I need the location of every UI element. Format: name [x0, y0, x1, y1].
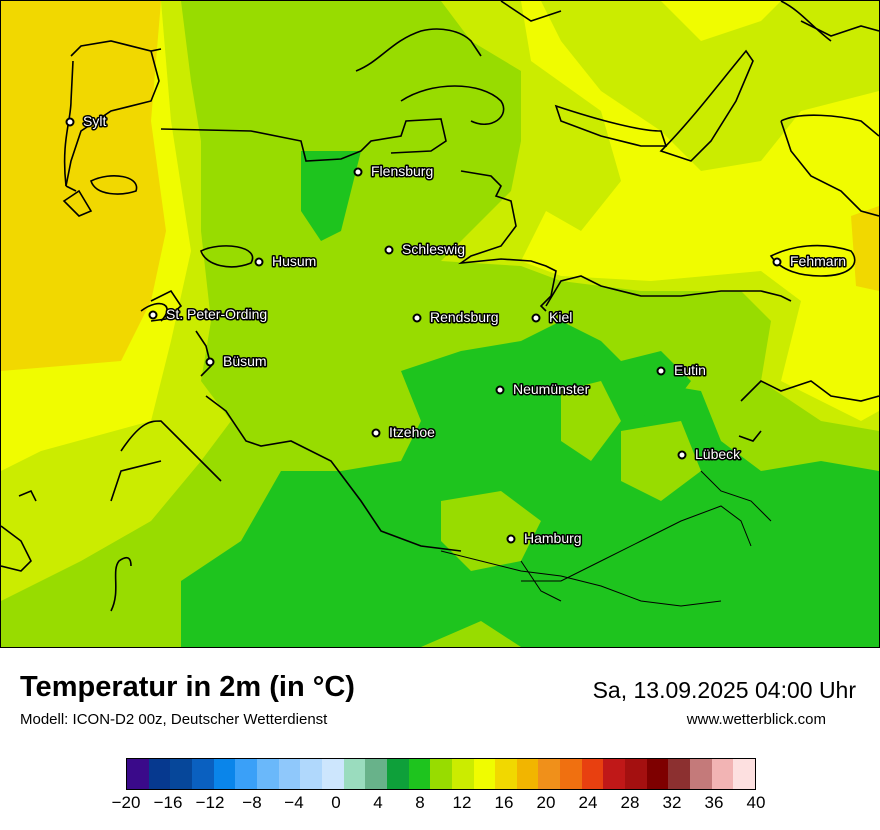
city-st-peter-ording[interactable]: St. Peter-Ording — [148, 305, 269, 324]
svg-text:Fehmarn: Fehmarn — [790, 253, 846, 269]
temperature-field-lime-baltic — [541, 1, 879, 171]
legend-swatch — [343, 759, 366, 789]
legend-swatch — [213, 759, 236, 789]
legend-swatch — [538, 759, 561, 789]
svg-text:Schleswig: Schleswig — [402, 241, 465, 257]
legend-tick-label: 8 — [415, 793, 425, 812]
legend-tick-label: 20 — [536, 793, 556, 812]
legend-swatch — [581, 759, 604, 789]
legend-swatch — [170, 759, 192, 789]
city-sylt[interactable]: Sylt — [65, 112, 108, 131]
legend-tick-label: −8 — [242, 793, 262, 812]
legend-swatch — [690, 759, 712, 789]
map-canvas: Sylt Flensburg Schleswig Husum Fehmarn S… — [1, 1, 879, 647]
legend-tick-label: 4 — [373, 793, 383, 812]
svg-text:Flensburg: Flensburg — [371, 163, 433, 179]
legend-swatch — [733, 759, 756, 789]
temperature-field-patch-1 — [561, 381, 621, 461]
legend-tick-label: −12 — [195, 793, 225, 812]
legend-swatch — [646, 759, 669, 789]
svg-text:Büsum: Büsum — [223, 353, 267, 369]
city-itzehoe[interactable]: Itzehoe — [371, 423, 437, 442]
svg-text:Neumünster: Neumünster — [513, 381, 590, 397]
legend-swatch — [668, 759, 691, 789]
map-title: Temperatur in 2m (in °C) — [20, 671, 355, 703]
city-neumuenster[interactable]: Neumünster — [495, 380, 591, 399]
legend-swatch — [127, 759, 149, 789]
legend-swatch — [278, 759, 301, 789]
borders — [440, 470, 772, 607]
city-eutin[interactable]: Eutin — [656, 361, 707, 380]
temperature-field-patch-3 — [621, 421, 701, 501]
legend-tick-label: 40 — [746, 793, 766, 812]
legend-tick-label: 0 — [331, 793, 341, 812]
city-schleswig[interactable]: Schleswig — [384, 240, 467, 259]
city-buesum[interactable]: Büsum — [205, 352, 268, 371]
svg-text:Kiel: Kiel — [549, 309, 572, 325]
legend-swatch — [191, 759, 214, 789]
legend-swatch — [560, 759, 582, 789]
city-rendsburg[interactable]: Rendsburg — [412, 308, 500, 327]
legend-tick-label: 24 — [578, 793, 598, 812]
forecast-datetime: Sa, 13.09.2025 04:00 Uhr — [592, 677, 856, 703]
svg-text:Husum: Husum — [272, 253, 316, 269]
city-flensburg[interactable]: Flensburg — [353, 162, 435, 181]
legend-swatch — [473, 759, 496, 789]
temperature-map[interactable]: Sylt Flensburg Schleswig Husum Fehmarn S… — [0, 0, 880, 648]
city-markers: Sylt Flensburg Schleswig Husum Fehmarn S… — [65, 112, 848, 548]
svg-text:Itzehoe: Itzehoe — [389, 424, 435, 440]
legend-tick-label: −16 — [153, 793, 183, 812]
temperature-field-patch-2 — [441, 491, 541, 571]
svg-text:Eutin: Eutin — [674, 362, 706, 378]
legend-swatch — [300, 759, 322, 789]
legend-swatch — [430, 759, 452, 789]
legend-swatch — [451, 759, 474, 789]
legend-swatch — [321, 759, 344, 789]
legend-swatch — [365, 759, 387, 789]
legend-swatch — [603, 759, 626, 789]
city-fehmarn[interactable]: Fehmarn — [772, 252, 848, 271]
legend-swatch — [625, 759, 647, 789]
temperature-field-warm-west — [1, 1, 166, 371]
legend-tick-label: 36 — [704, 793, 724, 812]
legend-tick-label: −4 — [284, 793, 304, 812]
legend-swatch — [495, 759, 517, 789]
svg-text:Lübeck: Lübeck — [695, 446, 741, 462]
city-hamburg[interactable]: Hamburg — [506, 529, 583, 548]
model-source: Modell: ICON-D2 00z, Deutscher Wetterdie… — [20, 711, 328, 728]
legend-swatch — [711, 759, 734, 789]
svg-text:Hamburg: Hamburg — [524, 530, 582, 546]
svg-text:St. Peter-Ording: St. Peter-Ording — [166, 306, 267, 322]
legend-swatch — [408, 759, 431, 789]
temperature-field-green-south — [181, 321, 879, 647]
legend-ticks: −20 −16 −12 −8 −4 0 4 8 12 16 20 24 28 32 36 40 — [112, 793, 766, 823]
svg-text:Rendsburg: Rendsburg — [430, 309, 499, 325]
legend-swatch — [256, 759, 279, 789]
legend-swatch — [386, 759, 409, 789]
temperature-field-green-north — [301, 151, 361, 241]
legend-tick-label: 12 — [452, 793, 472, 812]
legend-swatch — [235, 759, 257, 789]
legend-tick-label: 28 — [620, 793, 640, 812]
legend-swatch — [148, 759, 171, 789]
city-husum[interactable]: Husum — [254, 252, 318, 271]
city-kiel[interactable]: Kiel — [531, 308, 574, 327]
legend-tick-label: 32 — [662, 793, 682, 812]
color-legend — [126, 758, 756, 790]
legend-tick-label: 16 — [494, 793, 514, 812]
temperature-field-green-eutin — [621, 351, 691, 421]
svg-text:Sylt: Sylt — [83, 113, 106, 129]
legend-swatch — [516, 759, 539, 789]
website-link[interactable]: www.wetterblick.com — [686, 711, 826, 728]
legend-tick-label: −20 — [111, 793, 141, 812]
city-luebeck[interactable]: Lübeck — [677, 445, 743, 464]
coastlines — [1, 1, 879, 612]
temperature-field-warm-fehmarn — [851, 206, 879, 291]
